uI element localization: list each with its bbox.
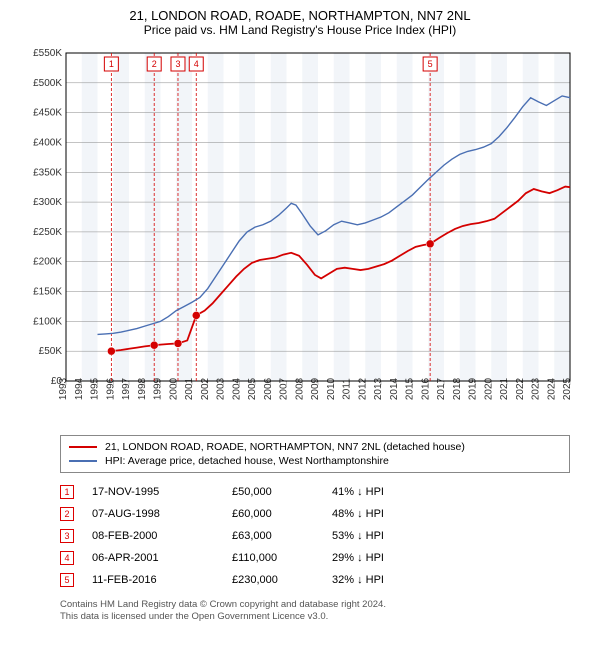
sale-price: £230,000 bbox=[232, 574, 332, 586]
y-tick-label: £200K bbox=[33, 257, 62, 268]
table-row: 5 11-FEB-2016£230,00032% ↓ HPI bbox=[60, 569, 570, 591]
sale-marker-icon: 2 bbox=[60, 507, 74, 521]
legend-row: 21, LONDON ROAD, ROADE, NORTHAMPTON, NN7… bbox=[69, 440, 561, 454]
sale-diff: 29% ↓ HPI bbox=[332, 552, 432, 564]
sale-marker-icon: 3 bbox=[60, 529, 74, 543]
sale-price: £60,000 bbox=[232, 508, 332, 520]
chart-subtitle: Price paid vs. HM Land Registry's House … bbox=[10, 23, 590, 37]
sale-diff: 32% ↓ HPI bbox=[332, 574, 432, 586]
y-tick-label: £150K bbox=[33, 287, 62, 298]
sale-marker-label: 3 bbox=[175, 59, 180, 69]
sales-table: 1 17-NOV-1995£50,00041% ↓ HPI 2 07-AUG-1998… bbox=[60, 481, 570, 591]
sale-date: 11-FEB-2016 bbox=[92, 574, 232, 586]
sale-marker-label: 5 bbox=[428, 59, 433, 69]
footer: Contains HM Land Registry data © Crown c… bbox=[60, 599, 570, 624]
legend-box: 21, LONDON ROAD, ROADE, NORTHAMPTON, NN7… bbox=[60, 435, 570, 473]
legend-row: HPI: Average price, detached house, West… bbox=[69, 454, 561, 468]
sale-diff: 53% ↓ HPI bbox=[332, 530, 432, 542]
y-tick-label: £500K bbox=[33, 78, 62, 89]
sale-price: £50,000 bbox=[232, 486, 332, 498]
sale-price: £63,000 bbox=[232, 530, 332, 542]
y-tick-label: £550K bbox=[33, 48, 62, 59]
y-tick-label: £250K bbox=[33, 227, 62, 238]
chart-area: £0£50K£100K£150K£200K£250K£300K£350K£400… bbox=[20, 45, 580, 425]
y-tick-label: £400K bbox=[33, 137, 62, 148]
sale-marker-label: 4 bbox=[194, 59, 199, 69]
line-chart-svg: £0£50K£100K£150K£200K£250K£300K£350K£400… bbox=[20, 45, 580, 425]
sale-marker-icon: 4 bbox=[60, 551, 74, 565]
y-tick-label: £50K bbox=[39, 346, 63, 357]
sale-price: £110,000 bbox=[232, 552, 332, 564]
legend-swatch bbox=[69, 460, 97, 462]
table-row: 2 07-AUG-1998£60,00048% ↓ HPI bbox=[60, 503, 570, 525]
footer-line1: Contains HM Land Registry data © Crown c… bbox=[60, 599, 570, 611]
sale-date: 06-APR-2001 bbox=[92, 552, 232, 564]
chart-title: 21, LONDON ROAD, ROADE, NORTHAMPTON, NN7… bbox=[10, 8, 590, 23]
legend-label: 21, LONDON ROAD, ROADE, NORTHAMPTON, NN7… bbox=[105, 441, 465, 453]
table-row: 3 08-FEB-2000£63,00053% ↓ HPI bbox=[60, 525, 570, 547]
sale-diff: 48% ↓ HPI bbox=[332, 508, 432, 520]
sale-date: 08-FEB-2000 bbox=[92, 530, 232, 542]
sale-diff: 41% ↓ HPI bbox=[332, 486, 432, 498]
sale-marker-label: 2 bbox=[152, 59, 157, 69]
sale-marker-icon: 5 bbox=[60, 573, 74, 587]
sale-marker-label: 1 bbox=[109, 59, 114, 69]
legend-label: HPI: Average price, detached house, West… bbox=[105, 455, 389, 467]
footer-line2: This data is licensed under the Open Gov… bbox=[60, 611, 570, 623]
legend-swatch bbox=[69, 446, 97, 448]
y-tick-label: £350K bbox=[33, 167, 62, 178]
y-tick-label: £100K bbox=[33, 316, 62, 327]
table-row: 4 06-APR-2001£110,00029% ↓ HPI bbox=[60, 547, 570, 569]
table-row: 1 17-NOV-1995£50,00041% ↓ HPI bbox=[60, 481, 570, 503]
sale-date: 17-NOV-1995 bbox=[92, 486, 232, 498]
y-tick-label: £300K bbox=[33, 197, 62, 208]
y-tick-label: £450K bbox=[33, 108, 62, 119]
sale-marker-icon: 1 bbox=[60, 485, 74, 499]
sale-date: 07-AUG-1998 bbox=[92, 508, 232, 520]
